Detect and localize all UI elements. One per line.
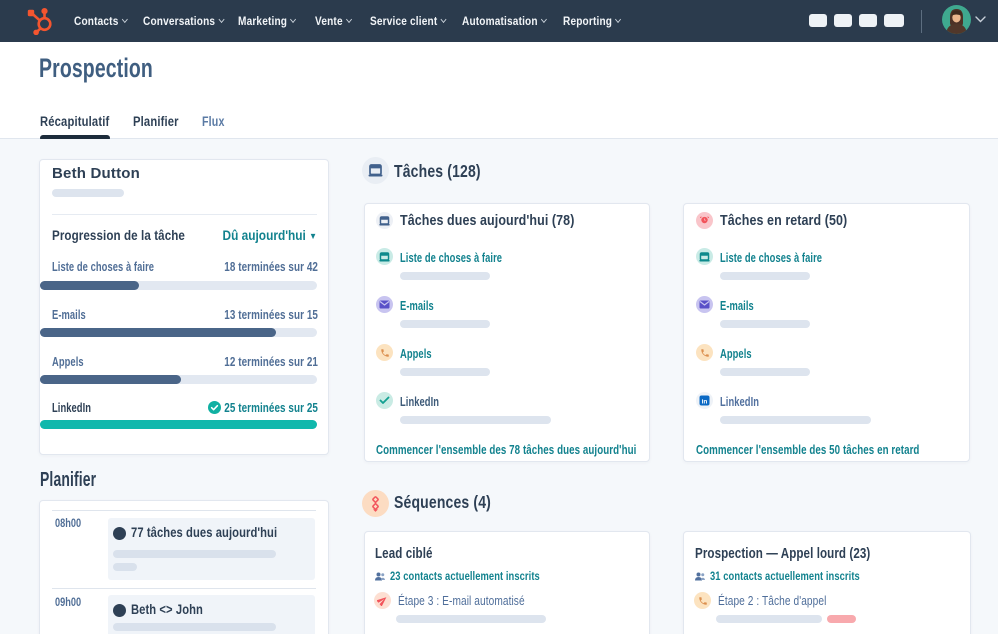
svg-text:in: in [702,398,708,405]
